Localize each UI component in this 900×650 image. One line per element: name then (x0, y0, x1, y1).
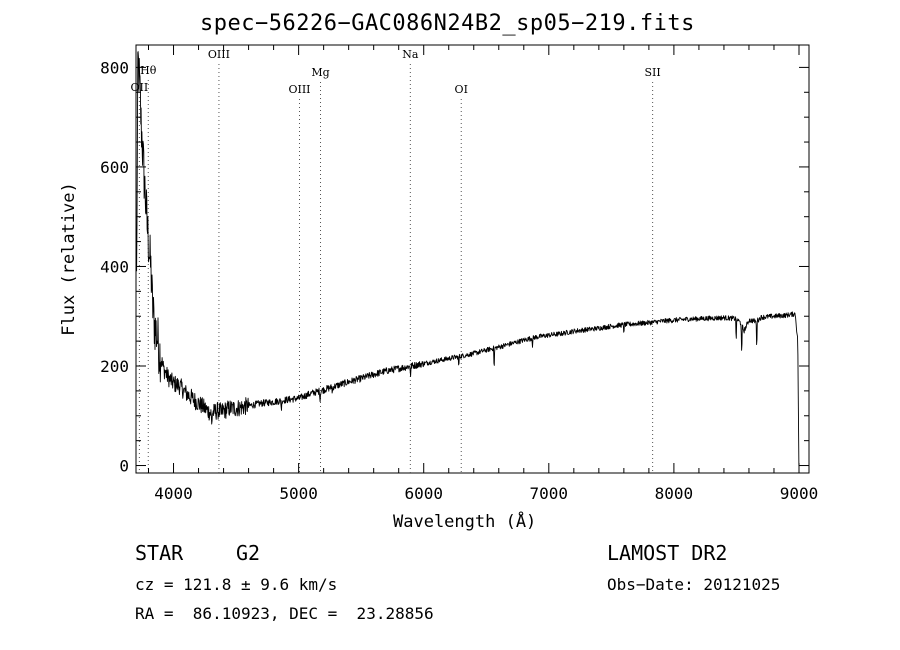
y-tick-label: 800 (100, 58, 129, 77)
spectral-subclass: G2 (236, 541, 261, 565)
observation-date: Obs−Date: 20121025 (607, 575, 781, 594)
line-label: OIII (208, 48, 230, 61)
y-tick-label: 0 (119, 457, 129, 476)
redshift-info: cz = 121.8 ± 9.6 km/s (135, 575, 338, 594)
y-axis-label: Flux (relative) (59, 182, 79, 336)
x-tick-label: 6000 (404, 484, 443, 503)
coordinates: RA = 86.10923, DEC = 23.28856 (135, 604, 434, 623)
plot-frame (135, 44, 810, 474)
line-label: Na (402, 48, 419, 61)
x-tick-label: 4000 (154, 484, 193, 503)
x-tick-label: 7000 (530, 484, 569, 503)
y-tick-label: 600 (100, 158, 129, 177)
axis-ticks: 4000 5000 6000 7000 8000 9000 0 200 400 600 800 (100, 45, 818, 503)
x-tick-label: 9000 (780, 484, 819, 503)
chart-title: spec−56226−GAC086N24B2_sp05−219.fits (200, 11, 695, 36)
x-tick-label: 5000 (279, 484, 318, 503)
x-tick-label: 8000 (655, 484, 694, 503)
survey-name: LAMOST DR2 (607, 541, 728, 565)
line-label: OIII (288, 83, 310, 96)
line-label: SII (645, 66, 661, 79)
spectral-class: STAR (135, 541, 184, 565)
y-tick-label: 400 (100, 257, 129, 276)
x-axis-label: Wavelength (Å) (393, 512, 537, 532)
spectrum-line (136, 51, 800, 466)
line-label: Mg (311, 66, 329, 79)
line-label: Hθ (140, 64, 157, 77)
line-label: OI (455, 83, 468, 96)
y-tick-label: 200 (100, 357, 129, 376)
